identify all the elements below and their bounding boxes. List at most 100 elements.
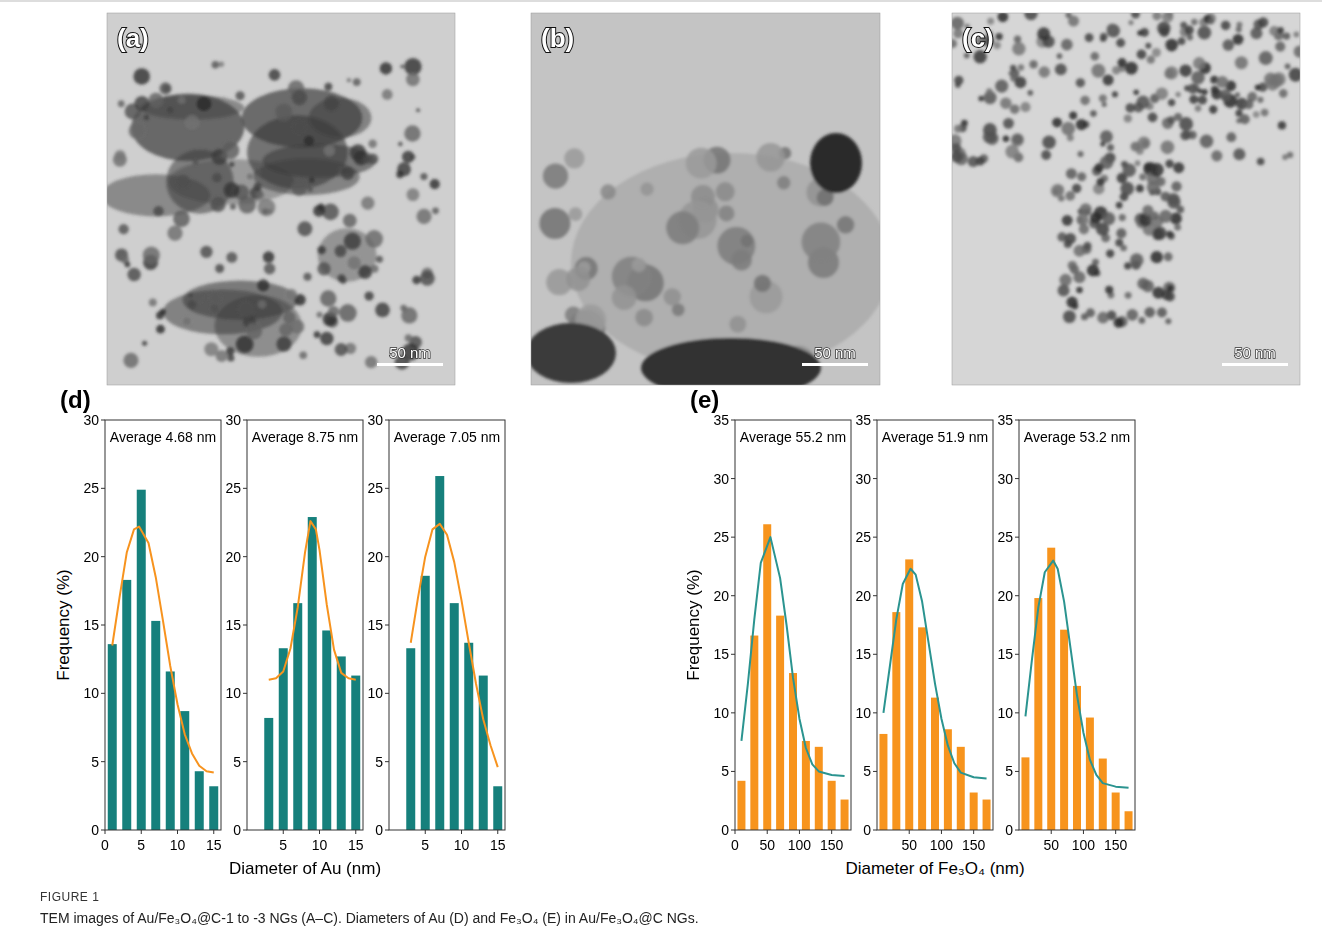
texture-dot [1077,217,1084,224]
texture-dot [183,317,191,325]
histogram-bar [905,559,913,830]
texture-dot [1076,119,1087,130]
texture-dot [309,177,314,182]
y-tick [1015,595,1019,596]
texture-dot [192,292,203,303]
histogram-bar [166,671,175,830]
y-tick [385,556,389,557]
scale-bar [377,363,443,366]
texture-dot [1112,91,1118,97]
texture-dot [1061,122,1075,136]
texture-dot [276,336,291,351]
texture-dot [1014,36,1021,43]
texture-dot [376,256,383,263]
y-tick [731,654,735,655]
texture-dot [1152,13,1161,20]
x-tick-label: 15 [490,837,506,853]
y-tick-label: 25 [83,480,99,496]
texture-dot [340,277,347,284]
texture-dot [1294,46,1300,58]
y-tick [1015,478,1019,479]
texture-dot [1157,308,1167,318]
texture-dot [543,163,568,188]
texture-dot [1189,95,1198,104]
texture-dot [1144,307,1155,318]
texture-dot [134,96,149,111]
plot-frame [735,420,851,830]
x-tick-label: 5 [137,837,145,853]
texture-dot [380,62,392,74]
y-tick [101,693,105,694]
fit-curve [1025,561,1128,788]
y-tick-label: 5 [1005,763,1013,779]
texture-dot [416,108,420,112]
y-tick-label: 25 [367,480,383,496]
texture-dot [314,331,321,338]
average-annotation: Average 7.05 nm [394,429,500,445]
texture-dot [365,356,377,368]
y-tick [385,420,389,421]
texture-dot [1124,114,1132,122]
texture-dot [635,309,653,327]
y-tick [1015,830,1019,831]
y-tick-label: 10 [713,705,729,721]
texture-dot [641,183,654,196]
texture-dot [1120,245,1127,252]
texture-dot [1139,317,1146,324]
histogram: 051015202530051015Average 4.68 nm [83,412,221,853]
plot-marks [879,559,990,830]
texture-dot [230,204,236,210]
texture-dot [400,64,404,68]
texture-dot [1197,26,1211,40]
histogram-bar [264,718,273,830]
histogram-bar [322,630,331,830]
average-annotation: Average 4.68 nm [110,429,216,445]
texture-dot [264,263,275,274]
texture-dot [1161,192,1171,202]
texture-dot [569,207,583,221]
histogram-bar [763,524,771,830]
texture-dot [717,227,755,265]
texture-dot [347,256,361,270]
y-tick-label: 35 [713,412,729,428]
texture-dot [1185,25,1194,34]
plot-marks [1021,548,1132,830]
scale-bar-label: 50 nm [814,344,856,361]
texture-dot [1024,13,1037,20]
texture-dot [1293,32,1299,38]
histogram-bar [195,771,204,830]
texture-dot [1069,112,1077,120]
texture-dot [600,184,615,199]
texture-dot [952,39,957,48]
texture-dot [1151,251,1163,263]
texture-dot [1211,86,1219,94]
texture-dot [118,100,125,107]
y-tick-label: 5 [91,754,99,770]
texture-dot [375,303,390,318]
texture-dot [976,157,985,166]
texture-dot [1165,66,1178,79]
texture-dot [1191,19,1198,26]
texture-dot [1200,134,1213,147]
plot-frame [877,420,993,830]
histogram-bar [464,643,473,830]
texture-dot [1137,30,1143,36]
y-tick-label: 20 [855,588,871,604]
texture-dot [361,196,374,209]
texture-dot [802,222,841,261]
texture-dot [167,225,182,240]
panel-letter: (a) [117,23,149,53]
histogram-bar [108,644,117,830]
texture-dot [1003,135,1010,142]
texture-dot [1139,174,1146,181]
texture-dot [1039,66,1050,77]
tem-image [948,7,1306,385]
y-tick [731,420,735,421]
texture-dot [1161,140,1175,154]
texture-dot [1188,84,1198,94]
texture-blob [531,323,616,383]
x-tick [105,830,106,834]
y-tick [873,712,877,713]
texture-dot [317,246,325,254]
fit-curve [883,569,986,779]
